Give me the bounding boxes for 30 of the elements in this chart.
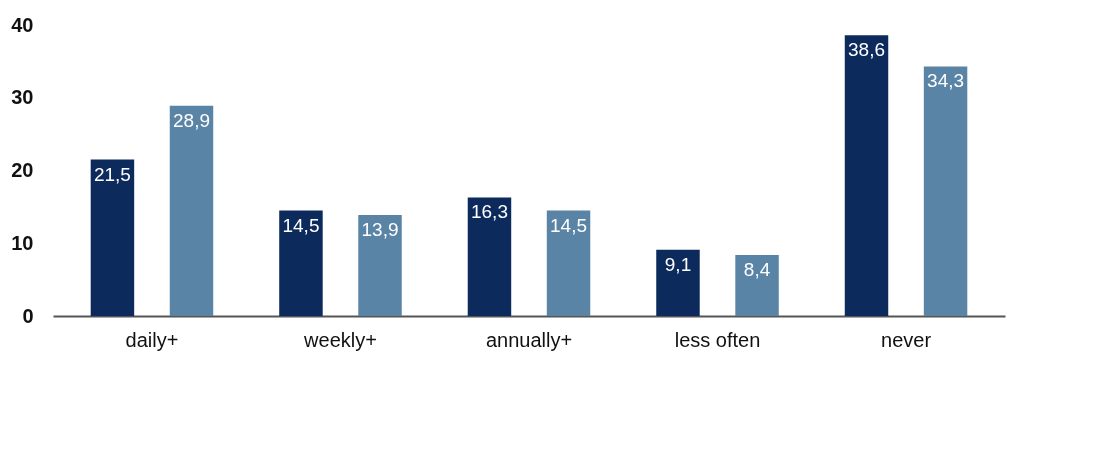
bar bbox=[844, 35, 889, 316]
bar bbox=[358, 214, 402, 316]
data-label: 9,1 bbox=[664, 253, 692, 275]
bar bbox=[546, 210, 591, 316]
data-label: 38,6 bbox=[848, 39, 885, 61]
y-tick-label: 20 bbox=[11, 159, 34, 181]
bar bbox=[467, 197, 512, 316]
data-label: 21,5 bbox=[93, 163, 131, 185]
x-tick-label: daily+ bbox=[125, 328, 179, 351]
y-tick-label: 10 bbox=[11, 231, 34, 254]
data-label: 8,4 bbox=[743, 258, 771, 280]
bar bbox=[90, 159, 135, 316]
data-label: 34,3 bbox=[927, 70, 965, 92]
y-tick-label: 30 bbox=[11, 86, 34, 109]
x-tick-label: less often bbox=[674, 328, 761, 351]
bar bbox=[279, 210, 323, 316]
y-tick-label: 0 bbox=[22, 304, 34, 327]
bar bbox=[735, 254, 779, 316]
data-label: 14,5 bbox=[282, 214, 320, 236]
y-tick-label: 40 bbox=[11, 13, 34, 36]
data-label: 28,9 bbox=[173, 109, 210, 131]
x-tick-label: weekly+ bbox=[303, 328, 377, 351]
bar bbox=[923, 66, 968, 316]
bar bbox=[169, 105, 214, 316]
data-label: 16,3 bbox=[470, 201, 508, 223]
x-tick-label: never bbox=[881, 328, 932, 351]
data-label: 13,9 bbox=[361, 218, 399, 240]
bar bbox=[656, 249, 700, 316]
data-label: 14,5 bbox=[550, 214, 588, 236]
x-tick-label: annually+ bbox=[485, 328, 573, 351]
